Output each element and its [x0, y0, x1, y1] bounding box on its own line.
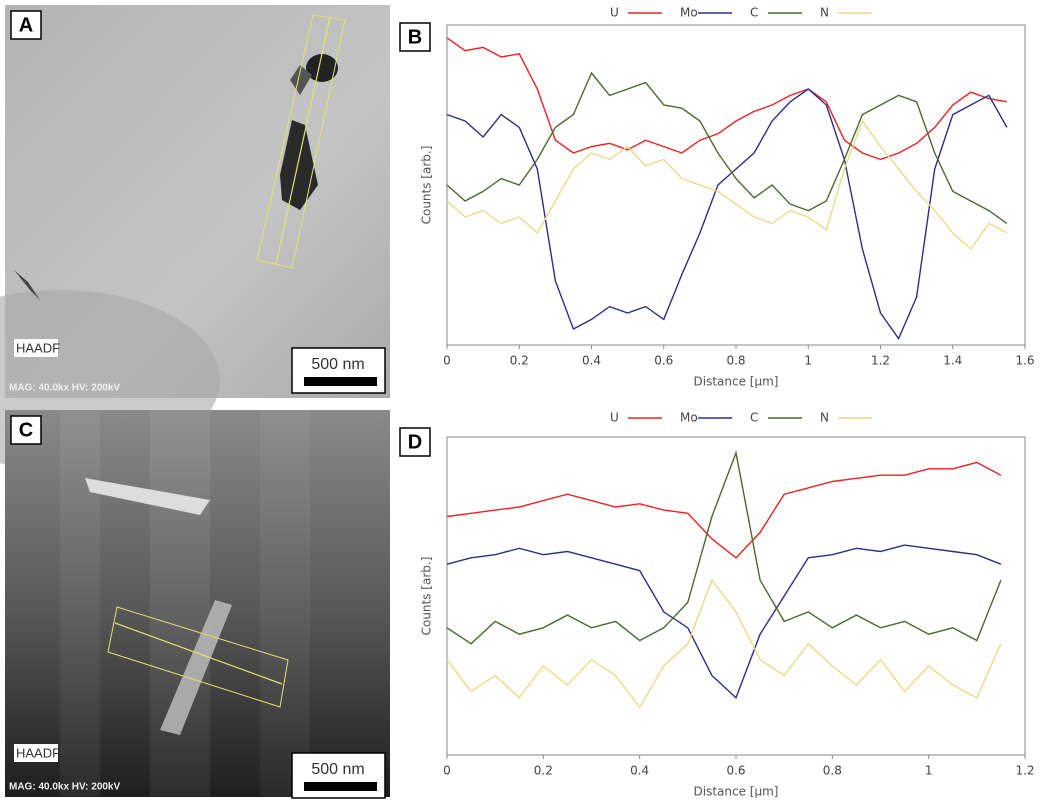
- x-tick-label: 0.2: [534, 764, 553, 778]
- legend-label: N: [820, 411, 829, 425]
- x-tick-label: 0.4: [582, 354, 601, 368]
- x-tick-label: 0.6: [726, 764, 745, 778]
- x-tick-label: 1.4: [943, 354, 962, 368]
- scale-bar: [304, 377, 377, 386]
- scale-label: 500 nm: [311, 356, 364, 373]
- figure: A HAADF 500 nm MAG: 40.0kx HV: 200kV C HAADF 5…: [0, 0, 1048, 802]
- series-line: [447, 73, 1007, 223]
- page: {"images": [ {"label": "A", "mode": "HAA…: [0, 0, 1048, 802]
- micrograph-a: [0, 5, 390, 470]
- panel-label: D: [408, 431, 422, 453]
- legend-label: C: [750, 6, 758, 20]
- scale-bar: [304, 782, 377, 791]
- x-tick-label: 0.4: [630, 764, 649, 778]
- info-label: MAG: 40.0kx HV: 200kV: [9, 782, 120, 793]
- x-axis-label: Distance [µm]: [694, 375, 779, 389]
- panel-label: C: [19, 419, 33, 441]
- scale-label: 500 nm: [311, 761, 364, 778]
- legend-label: U: [610, 6, 619, 20]
- legend-label: N: [820, 6, 829, 20]
- x-axis-label: Distance [µm]: [694, 785, 779, 799]
- legend-label: Mo: [680, 6, 698, 20]
- x-tick-label: 1: [925, 764, 933, 778]
- mode-label: HAADF: [16, 340, 60, 355]
- x-tick-label: 0.8: [823, 764, 842, 778]
- x-tick-label: 1.2: [871, 354, 890, 368]
- series-line: [447, 580, 1001, 707]
- x-tick-label: 0: [443, 354, 451, 368]
- x-tick-label: 1.6: [1015, 354, 1034, 368]
- mode-label: HAADF: [16, 745, 60, 760]
- panel-label: A: [19, 14, 33, 36]
- series-line: [447, 89, 1007, 339]
- info-label: MAG: 40.0kx HV: 200kV: [9, 383, 120, 394]
- panel-label: B: [408, 26, 422, 48]
- series-line: [447, 545, 1001, 698]
- legend-label: U: [610, 411, 619, 425]
- x-tick-label: 1: [804, 354, 812, 368]
- micrograph-c: [5, 410, 390, 797]
- y-axis-label: Counts [arb.]: [420, 557, 434, 636]
- plot-frame: [447, 25, 1025, 345]
- y-axis-label: Counts [arb.]: [420, 146, 434, 225]
- legend-label: C: [750, 411, 758, 425]
- series-line: [447, 38, 1007, 160]
- x-tick-label: 0.6: [654, 354, 673, 368]
- x-tick-label: 0.8: [726, 354, 745, 368]
- series-line: [447, 121, 1007, 249]
- x-tick-label: 1.2: [1015, 764, 1034, 778]
- x-tick-label: 0.2: [510, 354, 529, 368]
- x-tick-label: 0: [443, 764, 451, 778]
- series-line: [447, 462, 1001, 557]
- legend-label: Mo: [680, 411, 698, 425]
- plot-frame: [447, 437, 1025, 755]
